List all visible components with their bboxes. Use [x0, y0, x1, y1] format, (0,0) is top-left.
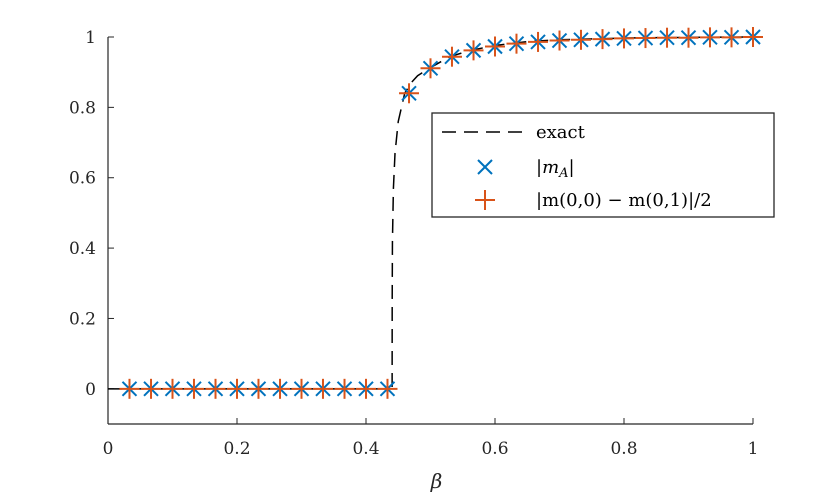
series-mdiff-point: [699, 27, 720, 48]
series-mdiff-point: [270, 378, 291, 399]
y-tick-label: 1: [85, 28, 96, 48]
series-mdiff-point: [205, 378, 226, 399]
legend-exact-label: exact: [536, 122, 586, 143]
series-mdiff-point: [549, 30, 570, 51]
series-mdiff-point: [399, 83, 420, 104]
series-mdiff-point: [635, 28, 656, 49]
series-mdiff-point: [119, 378, 140, 399]
series-mdiff-point: [721, 27, 742, 48]
legend-ma-label: |mA|: [536, 157, 575, 181]
series-mdiff-point: [141, 378, 162, 399]
series-mdiff-point: [528, 31, 549, 52]
series-mdiff-point: [227, 378, 247, 399]
legend-mdiff-swatch: [475, 190, 495, 210]
series-mdiff-point: [248, 378, 269, 399]
series-mdiff-point: [441, 46, 462, 67]
x-tick-label: 0.6: [481, 439, 508, 459]
series-mdiff-point: [183, 378, 204, 399]
series-mdiff-point: [463, 40, 484, 61]
y-tick-label: 0.4: [69, 239, 96, 259]
series-mdiff-point: [506, 33, 527, 54]
series-mdiff-point: [592, 29, 613, 50]
series-mdiff-point: [312, 378, 333, 399]
y-tick-label: 0.8: [69, 98, 96, 118]
series-mdiff-point: [657, 27, 678, 48]
series-mdiff-point: [377, 378, 398, 399]
series-mdiff-point: [485, 36, 505, 57]
legend: exact |mA| |m(0,0) − m(0,1)|/2: [431, 112, 775, 218]
y-tick-label: 0.6: [69, 169, 96, 189]
x-tick-label: 0.4: [352, 439, 379, 459]
y-tick-label: 0: [85, 380, 96, 400]
legend-ma-swatch: [477, 159, 493, 175]
series-mdiff-point: [291, 378, 312, 399]
axes: 0 0.2 0.4 0.6 0.8 1 0 0.2 0.4 0.6 0.8 1 β: [69, 28, 758, 493]
plot-area: [108, 27, 763, 399]
series-mdiff-point: [614, 28, 634, 49]
y-tick-label: 0.2: [69, 309, 96, 329]
series-mdiff-point: [678, 27, 699, 48]
series-mdiff-point: [420, 58, 441, 79]
x-tick-label: 0: [103, 439, 114, 459]
x-tick-label: 1: [748, 439, 759, 459]
series-mdiff-point: [162, 378, 183, 399]
x-tick-label: 0.2: [223, 439, 250, 459]
x-axis-label: β: [430, 469, 443, 493]
series-mdiff-point: [356, 378, 376, 399]
series-mdiff-point: [570, 29, 591, 50]
x-tick-label: 0.8: [610, 439, 637, 459]
series-mdiff-point: [334, 378, 355, 399]
legend-mdiff-label: |m(0,0) − m(0,1)|/2: [536, 190, 712, 211]
series-mdiff-point: [743, 27, 763, 47]
